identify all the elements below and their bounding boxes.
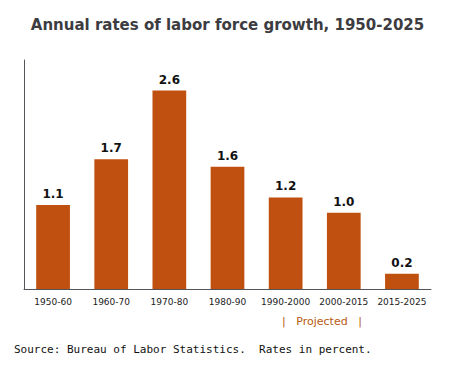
svg-text:| Projected |: | Projected | [282,315,362,328]
svg-text:2015-2025: 2015-2025 [377,297,426,307]
svg-text:Annual rates of labor force gr: Annual rates of labor force growth, 1950… [31,16,424,34]
svg-text:1950-60: 1950-60 [34,297,72,307]
svg-text:1.6: 1.6 [217,149,238,163]
svg-text:1.7: 1.7 [101,141,122,155]
svg-text:1990-2000: 1990-2000 [261,297,310,307]
svg-text:1.0: 1.0 [333,195,354,209]
svg-text:Source: Bureau of Labor Statis: Source: Bureau of Labor Statistics. Rate… [14,343,372,356]
svg-text:0.2: 0.2 [391,256,412,270]
svg-text:1.1: 1.1 [42,187,63,201]
svg-text:2000-2015: 2000-2015 [319,297,368,307]
svg-text:1.2: 1.2 [275,179,296,193]
svg-text:1970-80: 1970-80 [151,297,189,307]
svg-text:2.6: 2.6 [159,73,180,87]
svg-text:1980-90: 1980-90 [209,297,247,307]
svg-text:1960-70: 1960-70 [92,297,130,307]
